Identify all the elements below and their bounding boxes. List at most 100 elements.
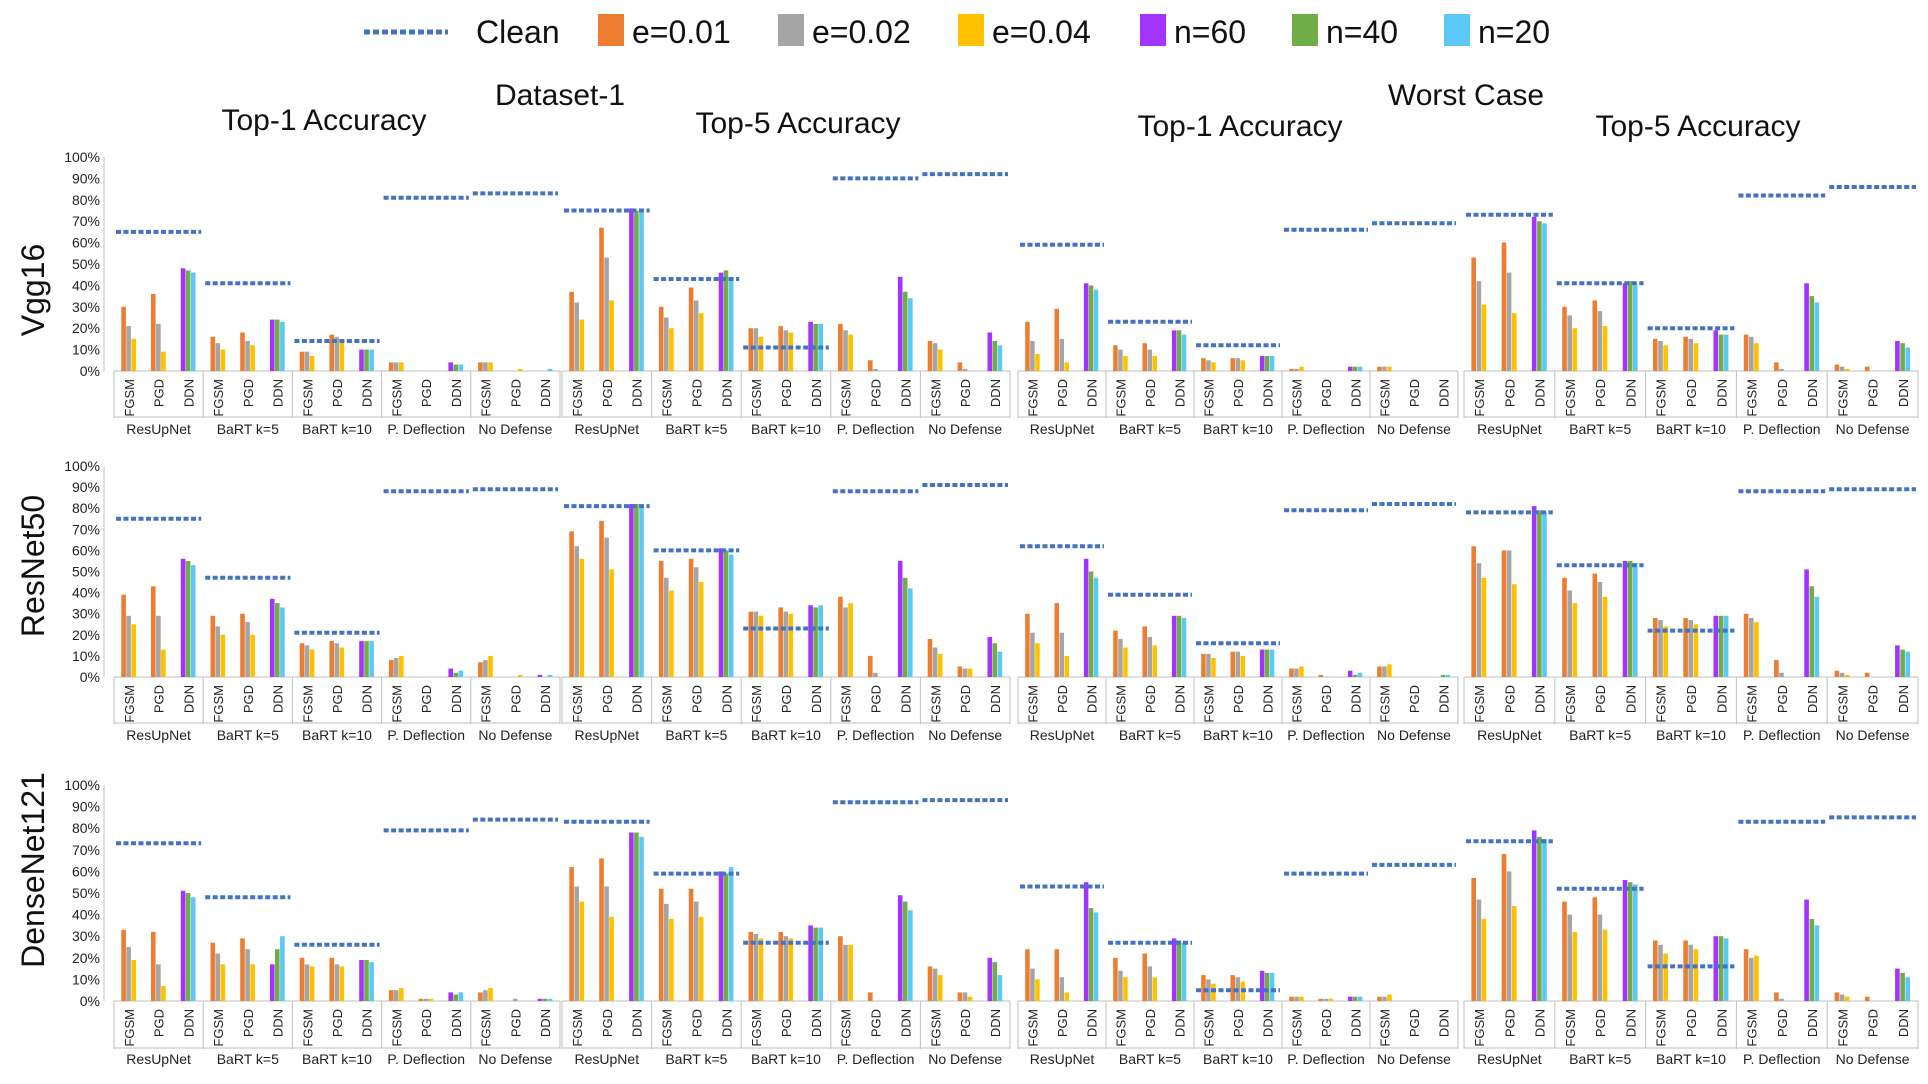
bar (813, 607, 818, 677)
defense-label: P. Deflection (1743, 421, 1821, 437)
bar (574, 546, 579, 677)
attack-tick-label: DDN (1624, 1009, 1639, 1037)
bar (758, 938, 764, 1001)
bar (1633, 285, 1638, 371)
y-tick-label: 60% (72, 863, 100, 879)
legend-label: Clean (476, 14, 560, 50)
bar (873, 368, 878, 371)
bar (579, 319, 585, 371)
attack-tick-label: PGD (1319, 1009, 1334, 1037)
bar (1779, 672, 1784, 677)
bar (151, 586, 156, 677)
y-tick-label: 90% (72, 799, 100, 815)
bar (483, 660, 488, 677)
bar (897, 561, 903, 677)
attack-tick-label: FGSM (928, 379, 943, 417)
defense-label: No Defense (928, 421, 1002, 437)
attack-tick-label: FGSM (1026, 685, 1041, 723)
attack-tick-label: PGD (689, 1009, 704, 1037)
bar (1377, 666, 1382, 677)
defense-label: No Defense (1836, 421, 1910, 437)
bar (1627, 882, 1633, 1001)
bar (1754, 622, 1759, 677)
attack-tick-label: PGD (869, 685, 884, 713)
bar (1839, 366, 1845, 371)
dataset-title: Dataset-1 (495, 79, 625, 112)
bar (399, 655, 404, 677)
bar (1294, 668, 1299, 677)
bar (868, 655, 873, 677)
bar (897, 276, 903, 371)
bar (1627, 561, 1633, 677)
attack-tick-label: DDN (1533, 379, 1548, 407)
bar (1387, 664, 1392, 677)
bar (1171, 615, 1177, 677)
defense-label: ResUpNet (1030, 421, 1095, 437)
bar (569, 531, 574, 677)
bar (270, 319, 275, 371)
bar (458, 992, 464, 1001)
attack-tick-label: DDN (1348, 1009, 1363, 1037)
bar (987, 957, 993, 1001)
bar (359, 960, 364, 1001)
column-title: Top-5 Accuracy (1595, 110, 1800, 143)
bar (992, 341, 998, 371)
bar (1259, 356, 1265, 371)
attack-tick-label: FGSM (1745, 1009, 1760, 1047)
bar (1152, 356, 1157, 371)
bar (957, 666, 963, 677)
bar (1653, 617, 1658, 677)
attack-tick-label: DDN (1172, 1009, 1187, 1037)
y-tick-label: 20% (72, 950, 100, 966)
bar (339, 647, 345, 677)
bar (962, 992, 968, 1001)
bar (399, 988, 404, 1001)
attack-tick-label: FGSM (1202, 685, 1217, 723)
bar (1035, 643, 1040, 677)
bar (1633, 884, 1638, 1001)
bar (1299, 366, 1304, 371)
bar (280, 936, 285, 1001)
attack-tick-label: FGSM (1745, 379, 1760, 417)
attack-tick-label: FGSM (390, 379, 405, 417)
bar (1118, 349, 1123, 371)
attack-tick-label: PGD (1684, 1009, 1699, 1037)
bar (1506, 871, 1512, 1001)
bar (693, 567, 699, 677)
legend-n40-swatch (1292, 14, 1318, 46)
bar (688, 888, 694, 1001)
bar (604, 537, 609, 677)
bar (1113, 630, 1118, 677)
bar (1259, 649, 1265, 677)
attack-tick-label: DDN (181, 379, 196, 407)
bar (1809, 918, 1815, 1001)
bar (658, 561, 664, 677)
bar (1294, 368, 1299, 371)
bar (639, 506, 644, 677)
bar (458, 364, 464, 371)
defense-label: BaRT k=10 (302, 1051, 372, 1067)
bar (299, 351, 305, 371)
bar (1299, 996, 1304, 1001)
bar (1054, 308, 1059, 371)
attack-tick-label: PGD (330, 685, 345, 713)
bar (334, 336, 340, 371)
defense-label: BaRT k=5 (665, 421, 727, 437)
chart-panel: 0% 10% 20% 30% 40% 50% 60% 70% 80% 90% 100% FGSM PGD… (64, 777, 561, 1067)
attack-tick-label: FGSM (928, 685, 943, 723)
bar (908, 298, 913, 371)
bar (488, 988, 493, 1001)
defense-label: BaRT k=10 (1656, 421, 1726, 437)
bar (1567, 914, 1572, 1001)
bar (369, 641, 374, 677)
bar (658, 306, 664, 371)
bar (1471, 877, 1476, 1001)
bar (1658, 620, 1663, 677)
bar (1123, 977, 1128, 1001)
bar (1088, 285, 1094, 371)
bar (1506, 550, 1512, 677)
defense-label: No Defense (1377, 1051, 1451, 1067)
attack-tick-label: FGSM (1378, 1009, 1393, 1047)
bar (1357, 672, 1363, 677)
attack-tick-label: FGSM (1026, 1009, 1041, 1047)
